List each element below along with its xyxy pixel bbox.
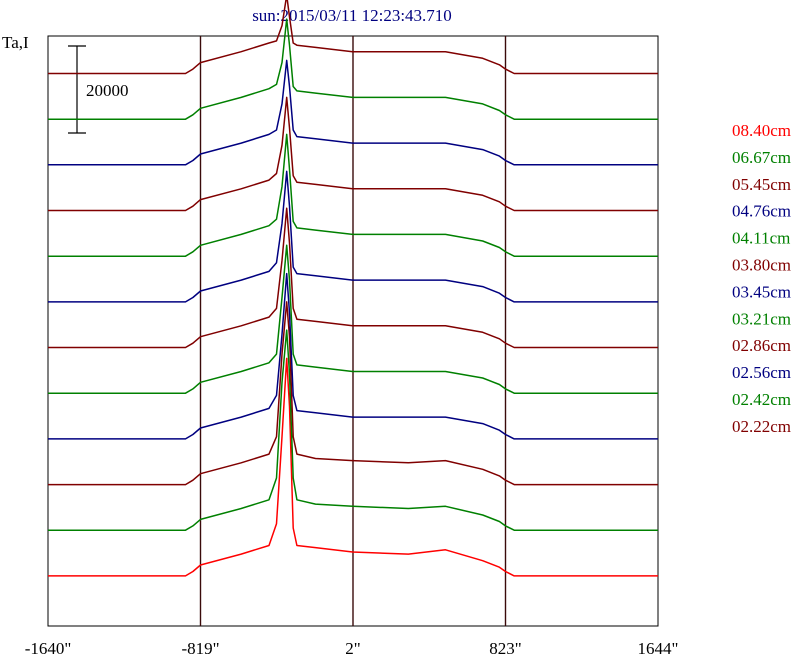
legend-entry: 04.11cm [732, 229, 790, 248]
legend: 08.40cm 06.67cm 05.45cm 04.76cm 04.11cm 03.80… [732, 121, 791, 436]
series-line-06.67cm [48, 329, 658, 531]
legend-entry: 05.45cm [732, 175, 791, 194]
series-line-02.22cm [48, 0, 658, 75]
vertical-marker-lines [199, 36, 507, 626]
chart-title: sun:2015/03/11 12:23:43.710 [252, 6, 452, 25]
x-tick-label: 823" [489, 639, 521, 658]
x-tick-label: 2" [345, 639, 360, 658]
legend-entry: 03.21cm [732, 309, 791, 328]
x-tick-label: -819" [181, 639, 219, 658]
series-line-02.56cm [48, 59, 658, 166]
legend-entry: 04.76cm [732, 202, 791, 221]
legend-entry: 06.67cm [732, 148, 791, 167]
series-line-05.45cm [48, 301, 658, 486]
series-line-08.40cm [48, 357, 658, 577]
legend-entry: 02.56cm [732, 363, 791, 382]
series-line-03.21cm [48, 133, 658, 257]
series-line-04.11cm [48, 244, 658, 394]
legend-entry: 02.22cm [732, 417, 791, 436]
legend-entry: 03.80cm [732, 256, 791, 275]
legend-entry: 02.86cm [732, 336, 791, 355]
series-line-03.80cm [48, 207, 658, 349]
x-tick-label: 1644" [638, 639, 679, 658]
y-axis-label: Ta,I [2, 33, 29, 52]
series-line-02.42cm [48, 18, 658, 120]
series-line-02.86cm [48, 96, 658, 212]
series-line-04.76cm [48, 272, 658, 440]
scale-bar-label: 20000 [86, 81, 129, 100]
series-line-03.45cm [48, 170, 658, 303]
x-tick-labels: -1640" -819" 2" 823" 1644" [25, 639, 679, 658]
legend-entry: 08.40cm [732, 121, 791, 140]
legend-entry: 02.42cm [732, 390, 791, 409]
x-tick-label: -1640" [25, 639, 72, 658]
series-lines [48, 0, 658, 577]
scale-bar: 20000 [68, 45, 129, 134]
legend-entry: 03.45cm [732, 282, 791, 301]
